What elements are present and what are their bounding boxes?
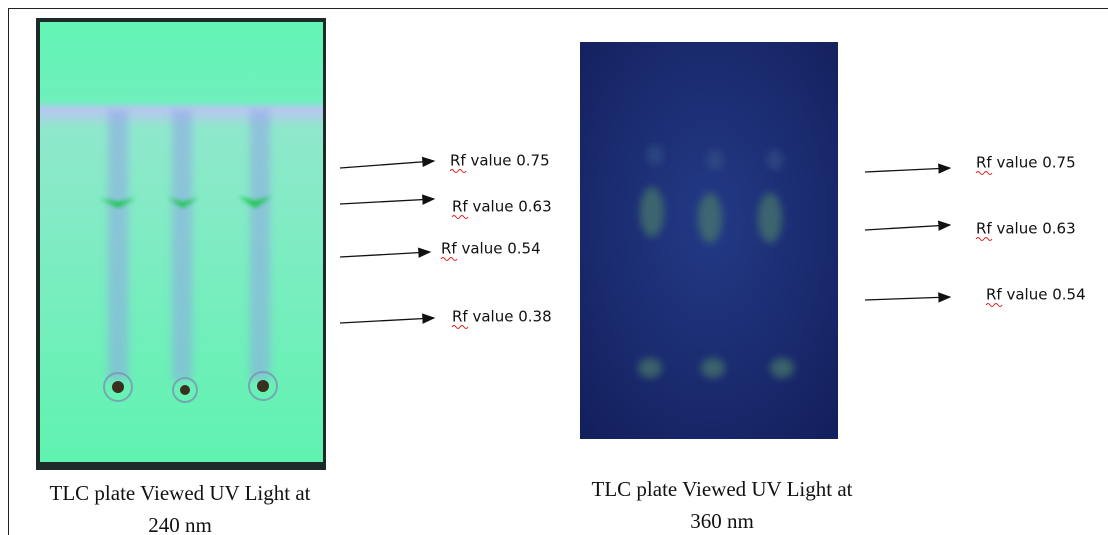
caption-line: TLC plate Viewed UV Light at bbox=[50, 481, 311, 505]
rf-label: Rf value 0.75 bbox=[976, 154, 1076, 172]
tlc-plate-360 bbox=[580, 42, 838, 439]
rf-label: Rf value 0.54 bbox=[441, 240, 541, 258]
spell-underline bbox=[976, 238, 992, 241]
spell-underline bbox=[986, 304, 1002, 307]
figure: Rf value 0.75 Rf value 0.63 Rf value 0.54 R… bbox=[0, 0, 1108, 535]
spell-underline bbox=[452, 326, 468, 329]
spell-underline bbox=[452, 216, 468, 219]
rf-label: Rf value 0.54 bbox=[986, 286, 1086, 304]
rf-label: Rf value 0.38 bbox=[452, 308, 552, 326]
caption-line: TLC plate Viewed UV Light at bbox=[592, 477, 853, 501]
spell-underline bbox=[450, 170, 466, 173]
spell-underline bbox=[976, 172, 992, 175]
rf-label: Rf value 0.63 bbox=[976, 220, 1076, 238]
rf-label: Rf value 0.75 bbox=[450, 152, 550, 170]
rf-label: Rf value 0.63 bbox=[452, 198, 552, 216]
caption-line: 240 nm bbox=[148, 513, 212, 535]
spell-underline bbox=[441, 258, 457, 261]
tlc-plate-240 bbox=[36, 18, 326, 470]
caption-line: 360 nm bbox=[690, 509, 754, 533]
